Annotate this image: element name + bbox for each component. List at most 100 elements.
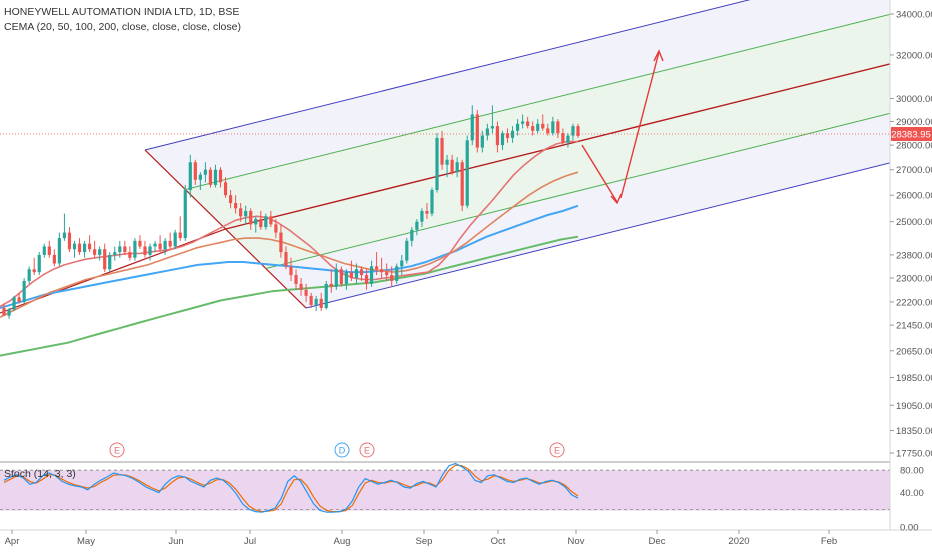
candle-body [289,266,293,276]
dividend-marker[interactable]: D [334,442,350,458]
candle-body [455,162,459,173]
candle [62,213,67,241]
candle-body [123,246,127,253]
candle [12,295,16,312]
time-tick-label: Aug [334,536,351,547]
projection-down-arrow[interactable] [581,144,618,203]
candle [47,240,51,258]
candle-body [254,218,258,225]
candle-body [133,240,137,258]
candle [405,238,409,264]
candle [254,216,258,233]
candle-body [269,216,273,225]
time-tick-label: Sep [416,536,433,547]
candle [385,263,389,281]
candle [183,184,187,241]
candle [178,216,182,241]
event-circle[interactable] [549,442,565,458]
candle-body [239,208,243,217]
candle-body [7,309,11,316]
earnings-marker[interactable]: E [359,442,375,458]
earnings-marker[interactable]: E [549,442,565,458]
candle-body [551,121,555,134]
price-tick-label: 29000.00 [896,117,932,128]
candle-body [566,135,570,143]
candle [249,208,253,230]
ema-200-line [0,235,579,357]
stoch-axis[interactable]: 80.00 40.00 0.00 [900,466,924,534]
candle-body [380,269,384,273]
candle-body [480,135,484,148]
candle-body [163,240,167,250]
price-axis[interactable]: 34000.00 32000.00 30000.00 29000.00 28000.00… [890,10,932,460]
candle [108,252,112,273]
candle [244,205,248,225]
event-circle[interactable] [359,442,375,458]
pitchfork-median-line[interactable] [225,63,891,230]
candle-body [526,121,530,127]
candle-body [339,269,343,284]
candle [118,240,122,258]
indicator-legend[interactable]: CEMA (20, 50, 100, 200, close, close, cl… [4,21,241,33]
candle-body [334,269,338,287]
pitchfork-lower-line[interactable] [305,162,891,309]
candle [269,210,273,228]
projection-up-arrowhead[interactable] [653,49,664,62]
stoch-legend[interactable]: Stoch (14, 3, 3) [4,468,76,480]
candle [228,190,233,209]
time-tick-label: May [77,536,95,547]
candle [566,133,570,148]
candle-body [264,216,268,228]
candle [455,157,459,178]
candle [87,235,92,253]
price-tick-label: 17750.00 [896,449,932,460]
projection-up-arrow[interactable] [620,51,660,199]
candle-body [274,224,278,233]
candle-body [223,182,228,196]
projection-arrows[interactable] [581,49,664,205]
candle [93,240,97,258]
candle-body [213,169,218,185]
candle-body [143,246,147,255]
candle [354,263,359,284]
candle [173,229,177,250]
candle-body [118,246,122,253]
projection-down-arrowhead[interactable] [610,193,622,205]
candle [103,243,107,273]
event-label: E [554,446,560,456]
pitchfork-fills [144,0,890,309]
earnings-marker[interactable]: E [109,442,125,458]
last-price-badge-bg [891,127,932,141]
pitchfork-upper-line[interactable] [144,0,890,151]
candle-body [536,123,540,131]
candle-body [228,195,233,204]
time-tick-label: Apr [5,536,20,547]
candle-body [546,128,550,134]
candle-body [27,269,31,281]
candle-body [490,126,495,129]
candle [410,227,414,247]
candle [339,266,343,287]
candle [344,269,348,290]
candle-body [435,137,439,191]
pitchfork-inner-lower-line[interactable] [265,112,891,269]
candle-body [410,229,414,241]
candle-body [294,275,298,284]
pitchfork-inner-upper-line[interactable] [185,13,891,190]
candle [551,116,555,136]
pitchfork-inner-fill [185,14,890,269]
event-circle[interactable] [109,442,125,458]
candle [390,266,394,287]
chart-title[interactable]: HONEYWELL AUTOMATION INDIA LTD, 1D, BSE [4,6,239,18]
event-label: E [114,446,120,456]
event-circle[interactable] [334,442,350,458]
time-axis[interactable]: Apr May Jun Jul Aug Sep Oct Nov Dec 2020 Feb [5,530,838,547]
candle-body [324,283,328,309]
candle [359,266,364,281]
price-tick-label: 27000.00 [896,165,932,176]
candle-body [2,308,6,316]
candle [364,269,369,290]
price-tick-label: 20650.00 [896,346,932,357]
